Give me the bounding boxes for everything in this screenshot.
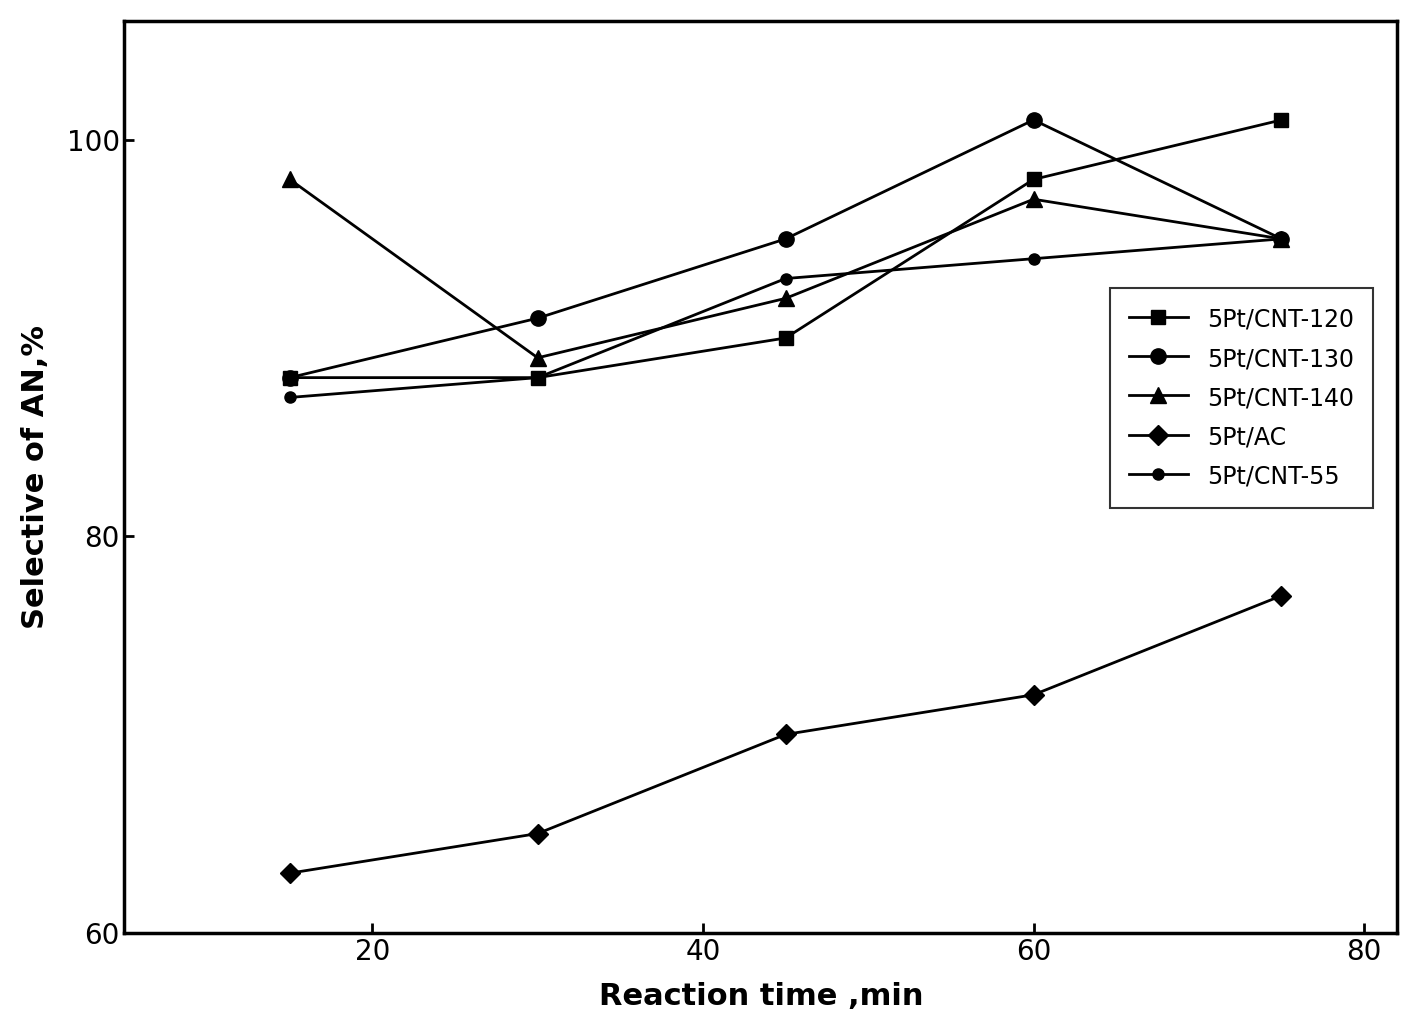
5Pt/AC xyxy=(281,867,298,879)
5Pt/CNT-140 xyxy=(777,292,794,304)
5Pt/AC xyxy=(1273,589,1290,602)
Line: 5Pt/CNT-140: 5Pt/CNT-140 xyxy=(282,171,1289,365)
X-axis label: Reaction time ,min: Reaction time ,min xyxy=(598,982,923,1011)
5Pt/CNT-140 xyxy=(281,173,298,186)
5Pt/CNT-55 xyxy=(1273,232,1290,245)
5Pt/CNT-55 xyxy=(777,272,794,285)
5Pt/CNT-120 xyxy=(281,372,298,384)
5Pt/CNT-120 xyxy=(1025,173,1042,186)
5Pt/CNT-55 xyxy=(281,391,298,404)
5Pt/CNT-120 xyxy=(529,372,546,384)
5Pt/CNT-130 xyxy=(281,372,298,384)
5Pt/CNT-140 xyxy=(1025,193,1042,205)
5Pt/CNT-55 xyxy=(529,372,546,384)
5Pt/AC xyxy=(1025,688,1042,701)
5Pt/CNT-140 xyxy=(1273,232,1290,245)
Line: 5Pt/CNT-55: 5Pt/CNT-55 xyxy=(284,233,1288,404)
Legend: 5Pt/CNT-120, 5Pt/CNT-130, 5Pt/CNT-140, 5Pt/AC, 5Pt/CNT-55: 5Pt/CNT-120, 5Pt/CNT-130, 5Pt/CNT-140, 5… xyxy=(1110,288,1373,508)
5Pt/CNT-130 xyxy=(1273,232,1290,245)
5Pt/CNT-120 xyxy=(777,332,794,345)
5Pt/CNT-130 xyxy=(1025,114,1042,126)
5Pt/AC xyxy=(777,729,794,741)
Line: 5Pt/CNT-120: 5Pt/CNT-120 xyxy=(282,112,1289,385)
5Pt/AC xyxy=(529,828,546,840)
5Pt/CNT-55 xyxy=(1025,253,1042,265)
Line: 5Pt/CNT-130: 5Pt/CNT-130 xyxy=(282,112,1289,385)
Y-axis label: Selective of AN,%: Selective of AN,% xyxy=(21,325,50,628)
5Pt/CNT-140 xyxy=(529,352,546,364)
5Pt/CNT-120 xyxy=(1273,114,1290,126)
5Pt/CNT-130 xyxy=(777,232,794,245)
5Pt/CNT-130 xyxy=(529,312,546,324)
Line: 5Pt/AC: 5Pt/AC xyxy=(282,588,1289,880)
